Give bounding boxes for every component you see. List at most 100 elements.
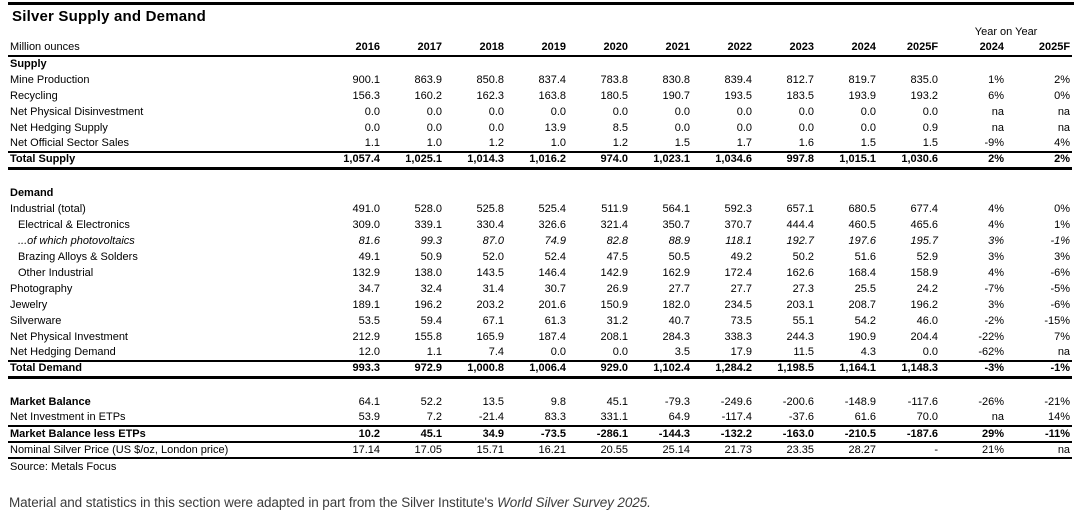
value-cell: 99.3: [420, 234, 442, 247]
value-cell: 29%: [940, 425, 1007, 443]
value-cell: 1.1: [364, 137, 380, 149]
value-cell: 321.4: [600, 218, 628, 231]
value-cell: 15.71: [444, 442, 506, 459]
value-cell: 0.0: [550, 105, 566, 118]
value-cell: [1006, 56, 1072, 72]
value-cell: 1,023.1: [630, 151, 692, 170]
value-cell: 1.0: [550, 137, 566, 149]
value-cell: 1,006.4: [506, 360, 568, 379]
value-cell: 17.14: [320, 442, 382, 459]
value-cell: -210.5: [816, 425, 878, 443]
table-row: ...of which photovoltaics 81.6 99.3 87.0 74.…: [8, 233, 1072, 249]
value-cell: 1%: [988, 73, 1005, 86]
column-header: 2020: [568, 40, 630, 57]
value-cell: 64.1: [358, 395, 380, 408]
value-cell: 187.4: [538, 330, 566, 343]
value-cell: [754, 185, 816, 201]
value-cell: [382, 56, 444, 72]
value-cell: 1.5: [674, 137, 690, 149]
value-cell: 162.6: [786, 266, 814, 279]
value-cell: 350.7: [662, 218, 690, 231]
value-cell: 2%: [940, 151, 1007, 170]
value-cell: 168.4: [848, 266, 876, 279]
value-cell: 203.1: [786, 298, 814, 311]
value-cell: 26.9: [606, 282, 628, 295]
row-label: Recycling: [10, 89, 58, 102]
value-cell: na: [991, 105, 1005, 118]
value-cell: -26%: [978, 395, 1005, 408]
value-cell: 52.2: [420, 395, 442, 408]
value-cell: 150.9: [600, 298, 628, 311]
value-cell: 73.5: [730, 314, 752, 327]
value-cell: [506, 185, 568, 201]
row-label: Industrial (total): [10, 202, 86, 215]
value-cell: -: [878, 442, 941, 459]
value-cell: 81.6: [358, 234, 380, 247]
value-cell: 1,016.2: [506, 151, 568, 170]
value-cell: 7.4: [488, 346, 504, 358]
value-cell: 1,000.8: [444, 360, 506, 379]
value-cell: -117.4: [721, 411, 752, 423]
value-cell: 331.1: [600, 411, 628, 423]
value-cell: [816, 56, 878, 72]
value-cell: -22%: [978, 330, 1005, 343]
value-cell: 1,015.1: [816, 151, 878, 170]
value-cell: 1.6: [798, 137, 814, 149]
value-cell: -5%: [1050, 282, 1071, 295]
value-cell: 50.2: [792, 250, 814, 263]
value-cell: 52.0: [482, 250, 504, 263]
table-row: Recycling 156.3 160.2 162.3 163.8 180.5 190.7 1…: [8, 88, 1072, 104]
value-cell: 1.7: [736, 137, 752, 149]
table-row: Market Balance 64.1 52.2 13.5 9.8 45.1 -79.3 -2…: [8, 394, 1072, 410]
value-cell: 4%: [988, 218, 1005, 231]
table-row: Supply: [8, 56, 1072, 72]
row-label: Other Industrial: [18, 266, 94, 279]
table-row: Net Physical Disinvestment 0.0 0.0 0.0 0.0 0.…: [8, 104, 1072, 120]
value-cell: 197.6: [848, 234, 876, 247]
row-label: Market Balance less ETPs: [8, 425, 320, 443]
row-label: Net Hedging Demand: [10, 346, 116, 358]
value-cell: 45.1: [382, 425, 444, 443]
value-cell: 4%: [1054, 137, 1071, 149]
value-cell: 156.3: [352, 89, 380, 102]
value-cell: 142.9: [600, 266, 628, 279]
value-cell: na: [991, 411, 1005, 423]
value-cell: -1%: [1006, 360, 1073, 379]
value-cell: -163.0: [754, 425, 816, 443]
row-label: Demand: [10, 186, 54, 199]
value-cell: 1%: [1054, 218, 1071, 231]
value-cell: 189.1: [352, 298, 380, 311]
column-header-row: Million ounces 2016 2017 2018 2019 2020 2021 2…: [8, 40, 1073, 57]
value-cell: 1.2: [612, 137, 628, 149]
value-cell: 330.4: [476, 218, 504, 231]
value-cell: 284.3: [662, 330, 690, 343]
value-cell: 0.9: [922, 121, 939, 134]
value-cell: 21%: [940, 442, 1007, 459]
value-cell: 0%: [1054, 202, 1071, 215]
value-cell: na: [991, 121, 1005, 134]
column-header: 2025F: [1006, 40, 1073, 57]
value-cell: 51.6: [854, 250, 876, 263]
value-cell: 0.0: [922, 105, 939, 118]
unit-label: Million ounces: [8, 40, 320, 57]
yoy-spacer-cell: [8, 25, 940, 40]
value-cell: 1.2: [488, 137, 504, 149]
value-cell: 11.5: [793, 346, 814, 358]
yoy-header-row: Year on Year: [8, 25, 1072, 40]
value-cell: 195.7: [910, 234, 939, 247]
row-label: Market Balance: [10, 395, 91, 408]
value-cell: 61.6: [854, 411, 876, 423]
row-label: Nominal Silver Price (US $/oz, London pr…: [8, 442, 320, 459]
value-cell: 20.55: [568, 442, 630, 459]
value-cell: 50.5: [668, 250, 690, 263]
value-cell: 680.5: [848, 202, 876, 215]
table-row: Other Industrial 132.9 138.0 143.5 146.4 142.…: [8, 265, 1072, 281]
row-label: Net Physical Disinvestment: [10, 105, 144, 118]
table-row: Electrical & Electronics 309.0 339.1 330.4 3…: [8, 217, 1072, 233]
value-cell: 997.8: [754, 151, 816, 170]
value-cell: -132.2: [692, 425, 754, 443]
value-cell: 592.3: [724, 202, 752, 215]
value-cell: 193.5: [724, 89, 752, 102]
value-cell: [444, 56, 506, 72]
value-cell: 196.2: [414, 298, 442, 311]
